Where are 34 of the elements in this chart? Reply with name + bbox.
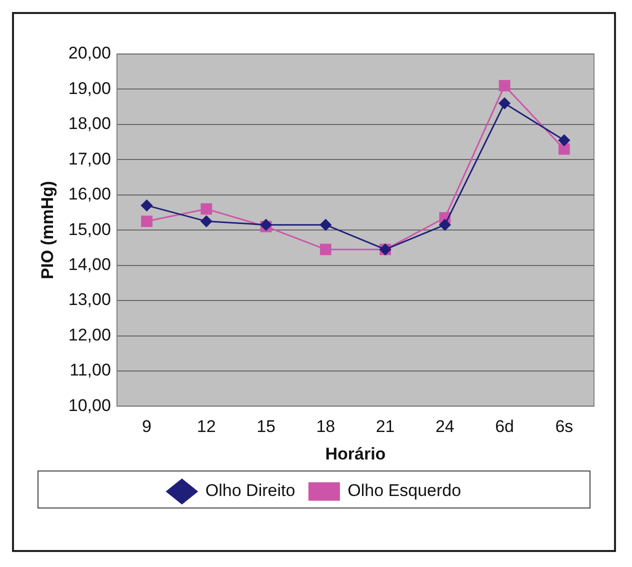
point <box>439 219 451 231</box>
x-axis-title: Horário <box>325 444 386 464</box>
point <box>320 219 332 231</box>
y-tick-label: 10,00 <box>68 396 111 415</box>
y-tick-label: 20,00 <box>68 44 111 63</box>
x-tick-label: 6d <box>495 417 514 436</box>
y-tick-label: 14,00 <box>68 255 111 274</box>
x-tick-label: 6s <box>555 417 574 436</box>
point <box>558 134 570 146</box>
point <box>141 200 153 212</box>
y-tick-label: 12,00 <box>68 325 111 344</box>
y-tick-label: 11,00 <box>70 360 111 380</box>
y-tick-label: 19,00 <box>68 78 111 98</box>
x-tick-label: 24 <box>435 417 454 436</box>
point <box>200 216 212 228</box>
point <box>498 98 510 110</box>
x-tick-label: 21 <box>376 417 395 436</box>
y-tick-label: 17,00 <box>68 149 111 168</box>
y-tick-label: 13,00 <box>68 290 111 310</box>
y-tick-label: 15,00 <box>68 220 111 239</box>
point <box>320 244 332 256</box>
legend-label: Olho Esquerdo <box>348 481 462 500</box>
legend-label: Olho Direito <box>205 481 296 500</box>
point <box>141 216 152 227</box>
y-axis-title: PIO (mmHg) <box>38 180 57 280</box>
x-tick-label: 12 <box>196 417 216 436</box>
y-tick-label: 18,00 <box>68 114 111 134</box>
point <box>200 203 212 215</box>
point <box>498 80 510 92</box>
x-tick-label: 18 <box>316 417 336 436</box>
y-tick-label: 16,00 <box>68 184 111 204</box>
x-tick-label: 15 <box>256 417 276 436</box>
x-tick-label: 9 <box>142 417 152 436</box>
point <box>558 143 570 155</box>
